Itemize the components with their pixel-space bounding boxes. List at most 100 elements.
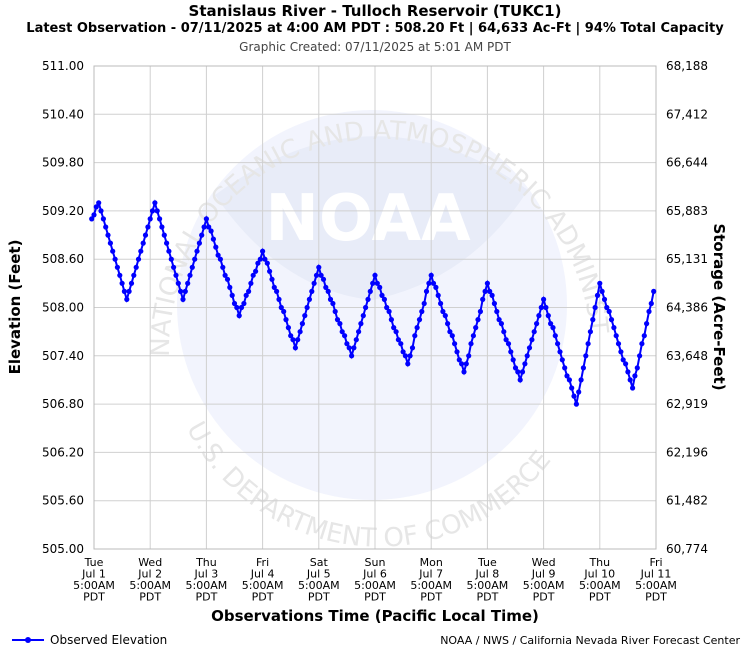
y2-tick-label: 62,919 [666, 397, 708, 411]
data-point [243, 292, 249, 298]
data-point [407, 353, 413, 359]
data-point [601, 296, 608, 302]
data-point [349, 353, 355, 359]
data-point [110, 248, 116, 254]
data-point [613, 333, 619, 339]
data-point [541, 296, 547, 302]
data-point [648, 300, 654, 307]
data-point [231, 300, 238, 307]
y2-tick-label: 64,386 [666, 301, 708, 315]
data-point [189, 264, 195, 270]
data-point [496, 317, 502, 323]
data-point [550, 325, 556, 331]
data-point [531, 329, 537, 335]
data-point [519, 369, 526, 375]
data-point [117, 272, 123, 278]
data-point [564, 373, 570, 379]
data-point [611, 325, 617, 331]
data-point [302, 313, 308, 319]
data-point [580, 365, 587, 371]
data-point [295, 337, 301, 343]
data-point [260, 248, 266, 254]
legend: Observed Elevation [12, 633, 167, 647]
data-point [583, 353, 589, 359]
y2-tick-label: 61,482 [666, 494, 708, 508]
data-point [175, 280, 181, 286]
data-point [526, 345, 533, 351]
data-point [180, 296, 186, 302]
data-point [274, 288, 280, 294]
data-point [386, 308, 392, 315]
data-point [651, 288, 657, 294]
data-point [201, 224, 207, 230]
data-point [304, 304, 310, 311]
data-point [290, 337, 296, 343]
data-point [178, 288, 184, 294]
data-point [370, 280, 376, 286]
data-point [297, 329, 303, 335]
data-point [194, 248, 200, 254]
data-point [229, 292, 235, 298]
x-tick-label: Thu Jul 3 5:00AM PDT [186, 556, 228, 604]
y2-axis-ticks: 60,774 61,482 62,196 62,919 63,648 64,386 65,1… [666, 59, 708, 556]
data-point [576, 389, 582, 395]
data-point [524, 353, 530, 359]
data-point [306, 296, 312, 302]
y2-tick-label: 65,131 [666, 252, 708, 266]
data-point [203, 216, 209, 222]
series-points [89, 200, 657, 407]
data-point [131, 272, 137, 278]
data-point [358, 321, 364, 327]
data-point [182, 288, 188, 294]
data-point [423, 288, 430, 294]
data-point [637, 353, 643, 359]
data-point [494, 308, 500, 315]
data-point [393, 329, 399, 335]
data-point [487, 288, 493, 294]
watermark-logo-text: NOAA [265, 182, 471, 256]
data-point [98, 208, 104, 214]
data-point [171, 264, 177, 270]
data-point [224, 276, 231, 282]
data-point [454, 349, 460, 355]
data-point [262, 256, 268, 262]
y2-tick-label: 66,644 [666, 156, 708, 170]
data-point [623, 361, 629, 367]
data-point [461, 369, 467, 375]
data-point [100, 216, 106, 222]
data-point [234, 304, 240, 311]
data-point [447, 329, 453, 335]
x-tick-label: Wed Jul 2 5:00AM PDT [129, 556, 171, 604]
data-point [255, 260, 261, 266]
data-point [367, 288, 373, 294]
grid-lines [93, 65, 657, 550]
data-point [559, 357, 565, 363]
data-point [149, 208, 156, 214]
x-tick-label: Sat Jul 5 5:00AM PDT [298, 556, 340, 604]
data-point [126, 288, 132, 294]
data-point [456, 357, 462, 363]
data-point [435, 292, 441, 298]
data-point [168, 256, 174, 262]
data-point [608, 317, 615, 323]
data-point [89, 216, 95, 222]
data-point [91, 212, 97, 218]
y-tick-label: 509.80 [42, 156, 84, 170]
data-point [438, 300, 444, 307]
data-point [363, 304, 369, 311]
data-point [639, 341, 645, 347]
data-point [330, 300, 336, 307]
data-point [634, 365, 640, 371]
data-point [482, 288, 488, 294]
data-point [536, 313, 542, 319]
data-point [248, 280, 254, 286]
data-point [505, 341, 512, 347]
legend-marker [12, 637, 44, 643]
data-point [615, 341, 622, 347]
data-point [421, 300, 427, 307]
data-point [313, 272, 320, 278]
data-point [620, 357, 626, 363]
data-point [264, 260, 270, 266]
y-tick-label: 506.80 [42, 397, 84, 411]
